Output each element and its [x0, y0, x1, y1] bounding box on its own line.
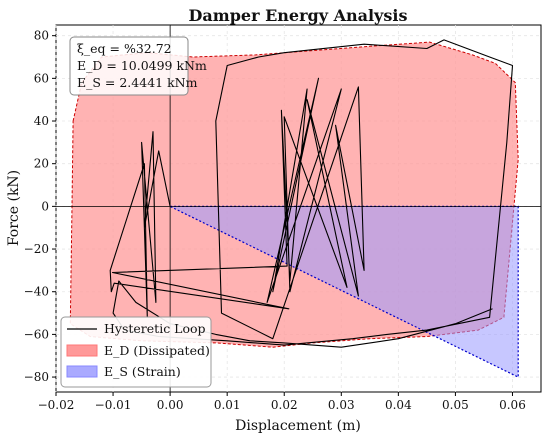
y-tick-label: 80 — [34, 29, 49, 43]
y-tick-label: 20 — [34, 157, 49, 171]
strain-area — [169, 205, 519, 379]
x-tick-label: 0.02 — [271, 398, 298, 412]
y-axis-label: Force (kN) — [6, 170, 22, 246]
x-tick-label: 0.03 — [328, 398, 355, 412]
legend: Hysteretic Loop E_D (Dissipated) E_S (St… — [60, 316, 212, 388]
legend-item-es: E_S (Strain) — [104, 364, 181, 379]
x-tick-label: 0.00 — [157, 398, 184, 412]
xi-eq-annotation: ξ_eq = %32.72 — [77, 41, 172, 56]
y-tick-label: 0 — [41, 199, 49, 213]
x-tick-label: −0.02 — [38, 398, 75, 412]
legend-item-hysteretic: Hysteretic Loop — [104, 321, 206, 336]
x-tick-label: 0.04 — [385, 398, 412, 412]
x-tick-label: 0.01 — [214, 398, 241, 412]
legend-item-ed: E_D (Dissipated) — [104, 343, 210, 358]
es-annotation: E_S = 2.4441 kNm — [77, 75, 198, 90]
ed-annotation: E_D = 10.0499 kNm — [77, 58, 207, 73]
x-tick-label: 0.06 — [499, 398, 526, 412]
y-tick-label: −60 — [24, 327, 49, 341]
x-tick-label: 0.05 — [442, 398, 469, 412]
y-tick-label: −20 — [24, 242, 49, 256]
strain-triangle — [169, 205, 519, 379]
x-axis-label: Displacement (m) — [235, 418, 361, 434]
x-tick-label: −0.01 — [95, 398, 132, 412]
legend-swatch-es — [66, 365, 98, 378]
hysteretic-loop — [109, 39, 514, 348]
x-axis-ticks: −0.02 −0.01 0.00 0.01 0.02 0.03 0.04 0.05 0.06 — [38, 392, 526, 412]
hysteretic-loop-line — [109, 39, 514, 348]
y-tick-label: −40 — [24, 285, 49, 299]
y-tick-label: 40 — [34, 114, 49, 128]
legend-swatch-ed — [66, 344, 98, 357]
y-axis-ticks: −80 −60 −40 −20 0 20 40 60 80 — [24, 29, 56, 384]
chart-title: Damper Energy Analysis — [189, 6, 408, 25]
annotation-box: ξ_eq = %32.72 E_D = 10.0499 kNm E_S = 2.… — [69, 36, 207, 96]
y-tick-label: −80 — [24, 370, 49, 384]
y-tick-label: 60 — [34, 71, 49, 85]
